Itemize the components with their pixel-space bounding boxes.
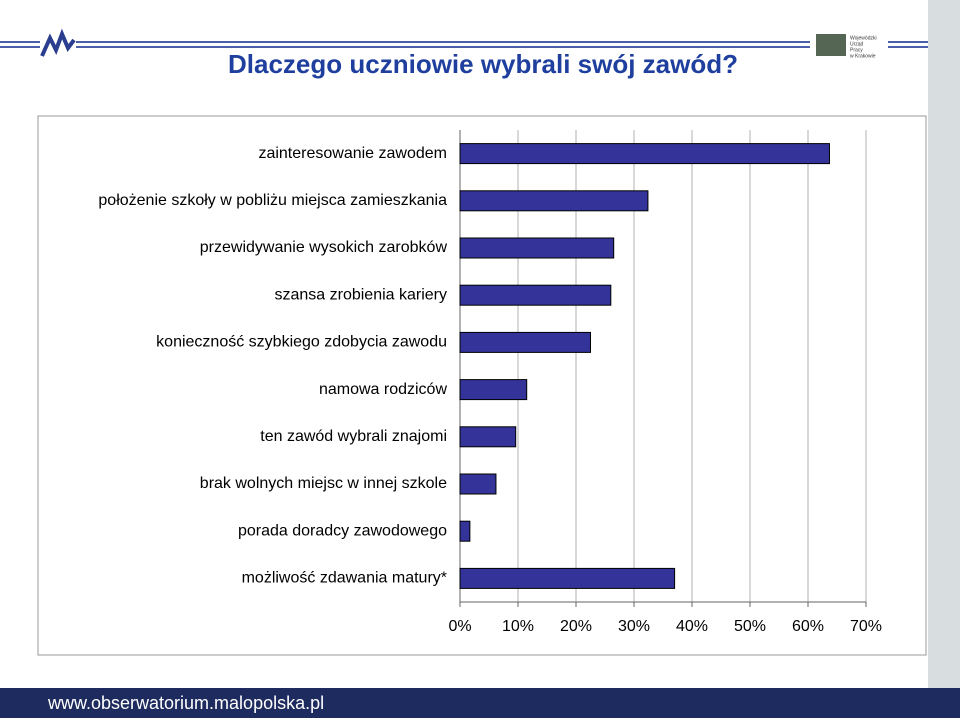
- logo-text: Wojewódzki: [850, 35, 877, 41]
- y-tick-label: zainteresowanie zawodem: [258, 145, 447, 162]
- bar: [459, 190, 649, 212]
- y-tick-label: porada doradcy zawodowego: [238, 522, 447, 539]
- logo-left: [40, 28, 76, 57]
- bar: [459, 237, 615, 259]
- bar: [459, 379, 528, 401]
- x-tick-label: 10%: [502, 618, 534, 635]
- y-tick-label: brak wolnych miejsc w innej szkole: [200, 475, 447, 492]
- x-tick-label: 20%: [560, 618, 592, 635]
- footer-bar: [0, 688, 960, 718]
- y-tick-label: ten zawód wybrali znajomi: [260, 428, 447, 445]
- footer-url: www.obserwatorium.malopolska.pl: [47, 693, 324, 713]
- logo-text: Urząd: [850, 41, 864, 47]
- bar: [459, 520, 471, 542]
- slide-title: Dlaczego uczniowie wybrali swój zawód?: [228, 49, 738, 79]
- y-tick-label: przewidywanie wysokich zarobków: [200, 239, 448, 256]
- y-tick-label: namowa rodziców: [319, 381, 448, 398]
- plot: 0% 10% 20% 30% 40% 50% 60% 70% zainteresowanie z…: [98, 130, 882, 635]
- side-decoration: [928, 0, 960, 688]
- logo-text: w Krakowie: [850, 53, 876, 59]
- y-tick-label: konieczność szybkiego zdobycia zawodu: [156, 334, 447, 351]
- logo-text: Pracy: [850, 47, 863, 53]
- x-tick-label: 70%: [850, 618, 882, 635]
- bar: [459, 284, 612, 306]
- x-tick-label: 50%: [734, 618, 766, 635]
- logo-right: [816, 34, 846, 56]
- y-tick-label: możliwość zdawania matury*: [242, 570, 447, 587]
- y-tick-label: szansa zrobienia kariery: [274, 286, 447, 303]
- bar: [459, 143, 830, 165]
- x-tick-label: 30%: [618, 618, 650, 635]
- bar: [459, 426, 517, 448]
- y-tick-label: położenie szkoły w pobliżu miejsca zamie…: [98, 192, 447, 209]
- bar: [459, 473, 497, 495]
- x-tick-label: 0%: [448, 618, 471, 635]
- bar: [459, 567, 676, 589]
- bar: [459, 331, 591, 353]
- x-tick-label: 60%: [792, 618, 824, 635]
- x-tick-label: 40%: [676, 618, 708, 635]
